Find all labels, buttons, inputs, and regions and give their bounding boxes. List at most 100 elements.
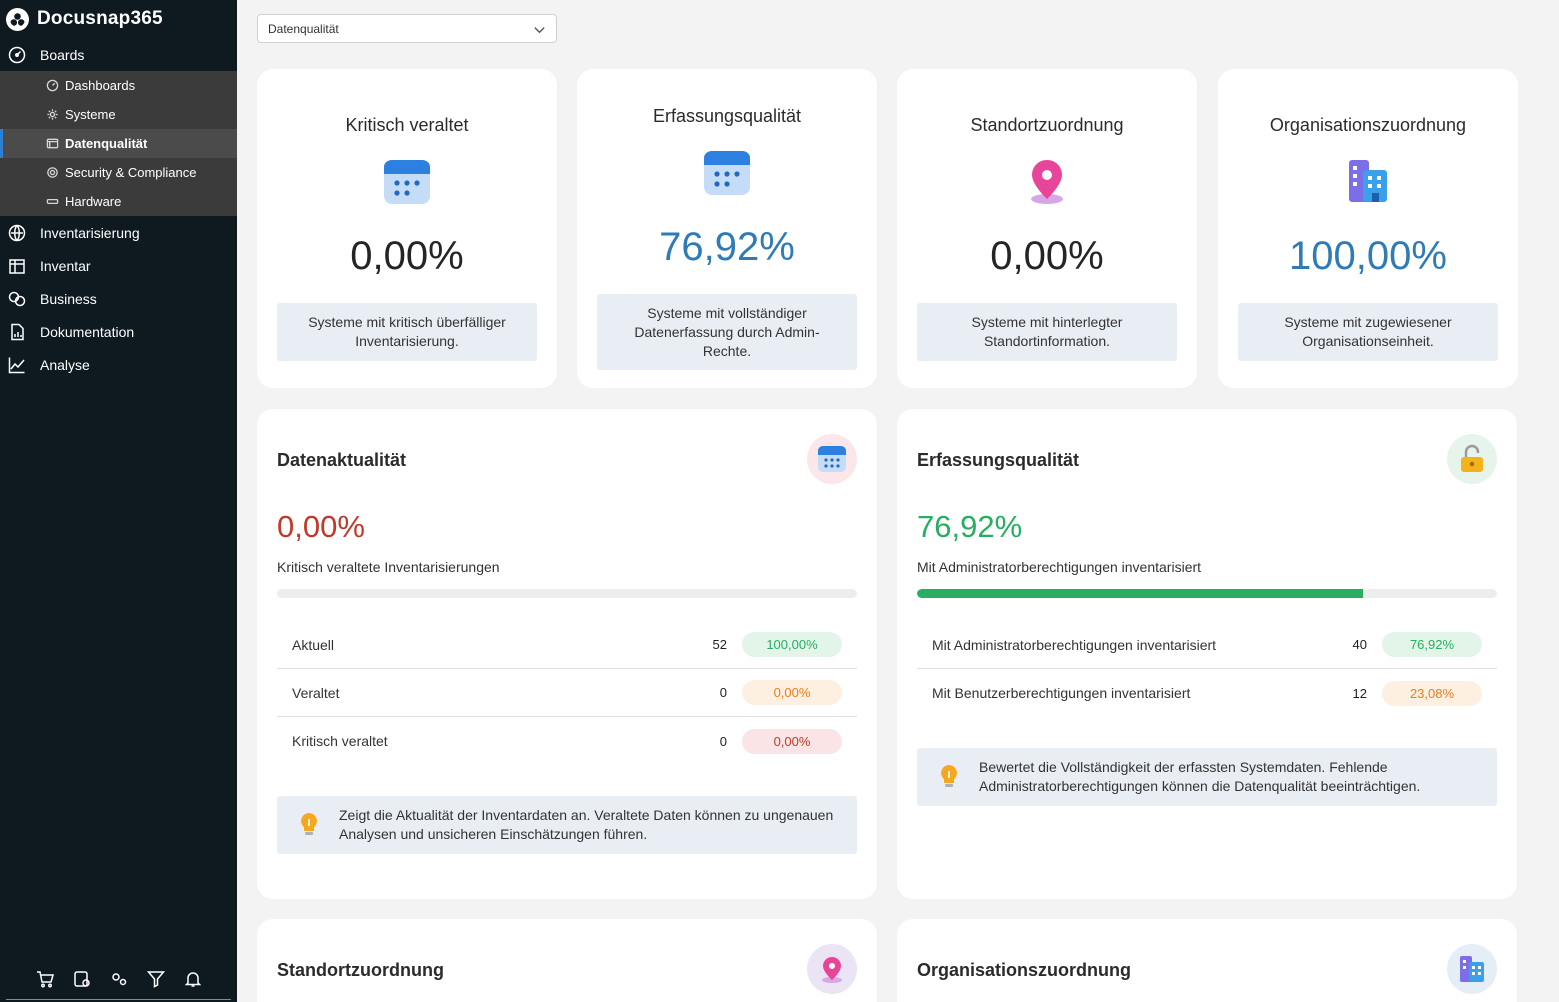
app-title: Docusnap365 xyxy=(37,8,163,29)
gauge-icon xyxy=(8,46,26,64)
database-settings-icon[interactable] xyxy=(73,970,91,988)
row-label: Aktuell xyxy=(292,636,335,653)
calendar-icon xyxy=(382,156,432,206)
sub-item-label: Systeme xyxy=(65,107,116,122)
brand[interactable]: Docusnap365 xyxy=(0,0,237,38)
card-erfassungsqualitaet: Erfassungsqualität 76,92% Mit Administra… xyxy=(897,409,1517,899)
sub-item-label: Dashboards xyxy=(65,78,136,93)
table-row: Aktuell 52 100,00% xyxy=(277,621,857,669)
nav-label: Analyse xyxy=(40,356,90,373)
nav-item-inventar[interactable]: Inventar xyxy=(0,249,237,282)
card-value: 76,92% xyxy=(917,509,1023,544)
lightbulb-icon xyxy=(941,765,957,787)
table-row: Mit Administratorberechtigungen inventar… xyxy=(917,621,1497,669)
nav-label: Inventarisierung xyxy=(40,224,140,241)
kpi-title: Erfassungsqualität xyxy=(652,106,802,126)
percent-badge: 100,00% xyxy=(742,632,842,657)
kpi-title: Standortzuordnung xyxy=(970,115,1124,135)
kpi-description: Systeme mit kritisch überfälliger Invent… xyxy=(277,303,537,361)
window-icon xyxy=(46,138,59,149)
settings-gears-icon[interactable] xyxy=(110,970,128,988)
row-count: 0 xyxy=(719,685,727,700)
percent-badge: 0,00% xyxy=(742,728,842,754)
building-icon xyxy=(1343,156,1393,206)
sub-item-label: Datenqualität xyxy=(65,136,148,151)
nav-item-inventarisierung[interactable]: Inventarisierung xyxy=(0,216,237,249)
row-count: 12 xyxy=(1352,685,1367,701)
card-title: Organisationszuordnung xyxy=(917,960,1131,980)
progress-bar xyxy=(917,589,1497,598)
lightbulb-icon xyxy=(301,813,317,835)
nav-label: Inventar xyxy=(40,257,91,274)
bell-icon[interactable] xyxy=(184,970,202,988)
card-subtitle: Mit Administratorberechtigungen inventar… xyxy=(917,559,1202,575)
percent-badge: 76,92% xyxy=(1382,632,1482,657)
building-icon xyxy=(1447,944,1497,994)
kpi-description: Systeme mit vollständiger Datenerfassung… xyxy=(597,294,857,370)
divider xyxy=(6,999,231,1000)
table-row: Mit Benutzerberechtigungen inventarisier… xyxy=(917,669,1497,717)
card-title: Standortzuordnung xyxy=(277,960,444,980)
main-content: Datenqualität Kritisch veraltet 0,00% Sy… xyxy=(237,0,1559,1002)
card-title: Datenaktualität xyxy=(277,450,407,470)
globe-scan-icon xyxy=(8,224,26,242)
location-pin-icon xyxy=(807,944,857,994)
sidebar-bottom-toolbar xyxy=(0,970,237,988)
kpi-value: 76,92% xyxy=(659,225,795,269)
card-organisationszuordnung: Organisationszuordnung xyxy=(897,919,1517,1002)
kpi-card-organisationszuordnung[interactable]: Organisationszuordnung 100,00% Systeme m… xyxy=(1218,69,1518,388)
kpi-card-standortzuordnung[interactable]: Standortzuordnung 0,00% Systeme mit hint… xyxy=(897,69,1197,388)
kpi-title: Kritisch veraltet xyxy=(345,115,469,135)
table-row: Veraltet 0 0,00% xyxy=(277,669,857,717)
hint-text: Zeigt die Aktualität der Inventardaten a… xyxy=(339,807,834,842)
nav-item-dokumentation[interactable]: Dokumentation xyxy=(0,315,237,348)
kpi-card-kritisch-veraltet[interactable]: Kritisch veraltet 0,00% Systeme mit krit… xyxy=(257,69,557,388)
row-label: Mit Benutzerberechtigungen inventarisier… xyxy=(932,685,1191,701)
business-icon xyxy=(8,290,26,308)
row-count: 40 xyxy=(1352,637,1367,652)
sub-item-datenqualitaet[interactable]: Datenqualität xyxy=(0,129,237,158)
kpi-value: 100,00% xyxy=(1289,234,1447,278)
gear-icon xyxy=(47,109,58,120)
board-select-dropdown[interactable]: Datenqualität xyxy=(257,14,557,43)
calendar-icon xyxy=(807,434,857,484)
sub-item-systeme[interactable]: Systeme xyxy=(0,100,237,129)
kpi-card-erfassungsqualitaet[interactable]: Erfassungsqualität 76,92% Systeme mit vo… xyxy=(577,69,877,388)
kpi-title: Organisationszuordnung xyxy=(1269,115,1467,135)
card-subtitle: Kritisch veraltete Inventarisierungen xyxy=(277,559,500,575)
status-table: Aktuell 52 100,00% Veraltet 0 0,00% Krit… xyxy=(277,621,857,765)
boards-submenu: Dashboards Systeme Datenqualität Securit… xyxy=(0,71,237,216)
sub-item-dashboards[interactable]: Dashboards xyxy=(0,71,237,100)
row-count: 0 xyxy=(719,733,727,749)
chevron-down-icon xyxy=(533,23,546,36)
row-count: 52 xyxy=(712,637,727,652)
nav-item-boards[interactable]: Boards xyxy=(0,38,237,71)
card-value: 0,00% xyxy=(277,509,365,544)
sidebar: Docusnap365 Boards Dashboards Systeme Da… xyxy=(0,0,237,1002)
cart-icon[interactable] xyxy=(36,970,54,988)
row-label: Mit Administratorberechtigungen inventar… xyxy=(932,636,1217,653)
filter-icon[interactable] xyxy=(146,970,165,988)
card-datenaktualitaet: Datenaktualität 0,00% Kritisch veraltete… xyxy=(257,409,877,899)
inventory-icon xyxy=(8,257,26,275)
row-label: Kritisch veraltet xyxy=(292,733,388,749)
row-label: Veraltet xyxy=(292,684,340,701)
sub-item-security-compliance[interactable]: Security & Compliance xyxy=(0,158,237,187)
nav-item-business[interactable]: Business xyxy=(0,282,237,315)
kpi-description: Systeme mit zugewiesener Organisationsei… xyxy=(1238,303,1498,361)
card-standortzuordnung: Standortzuordnung xyxy=(257,919,877,1002)
info-hint: Bewertet die Vollständigkeit der erfasst… xyxy=(917,748,1497,806)
table-row: Kritisch veraltet 0 0,00% xyxy=(277,717,857,765)
unlock-icon xyxy=(1447,434,1497,484)
hint-text: Bewertet die Vollständigkeit der erfasst… xyxy=(979,759,1421,794)
percent-badge: 23,08% xyxy=(1382,680,1482,706)
kpi-value: 0,00% xyxy=(990,234,1104,278)
trend-chart-icon xyxy=(8,356,26,374)
card-title: Erfassungsqualität xyxy=(917,450,1080,470)
progress-bar xyxy=(277,589,857,598)
nav-item-analyse[interactable]: Analyse xyxy=(0,348,237,381)
location-pin-icon xyxy=(1022,156,1072,206)
sub-item-hardware[interactable]: Hardware xyxy=(0,187,237,216)
document-chart-icon xyxy=(8,323,26,341)
gear-icon xyxy=(47,167,58,178)
